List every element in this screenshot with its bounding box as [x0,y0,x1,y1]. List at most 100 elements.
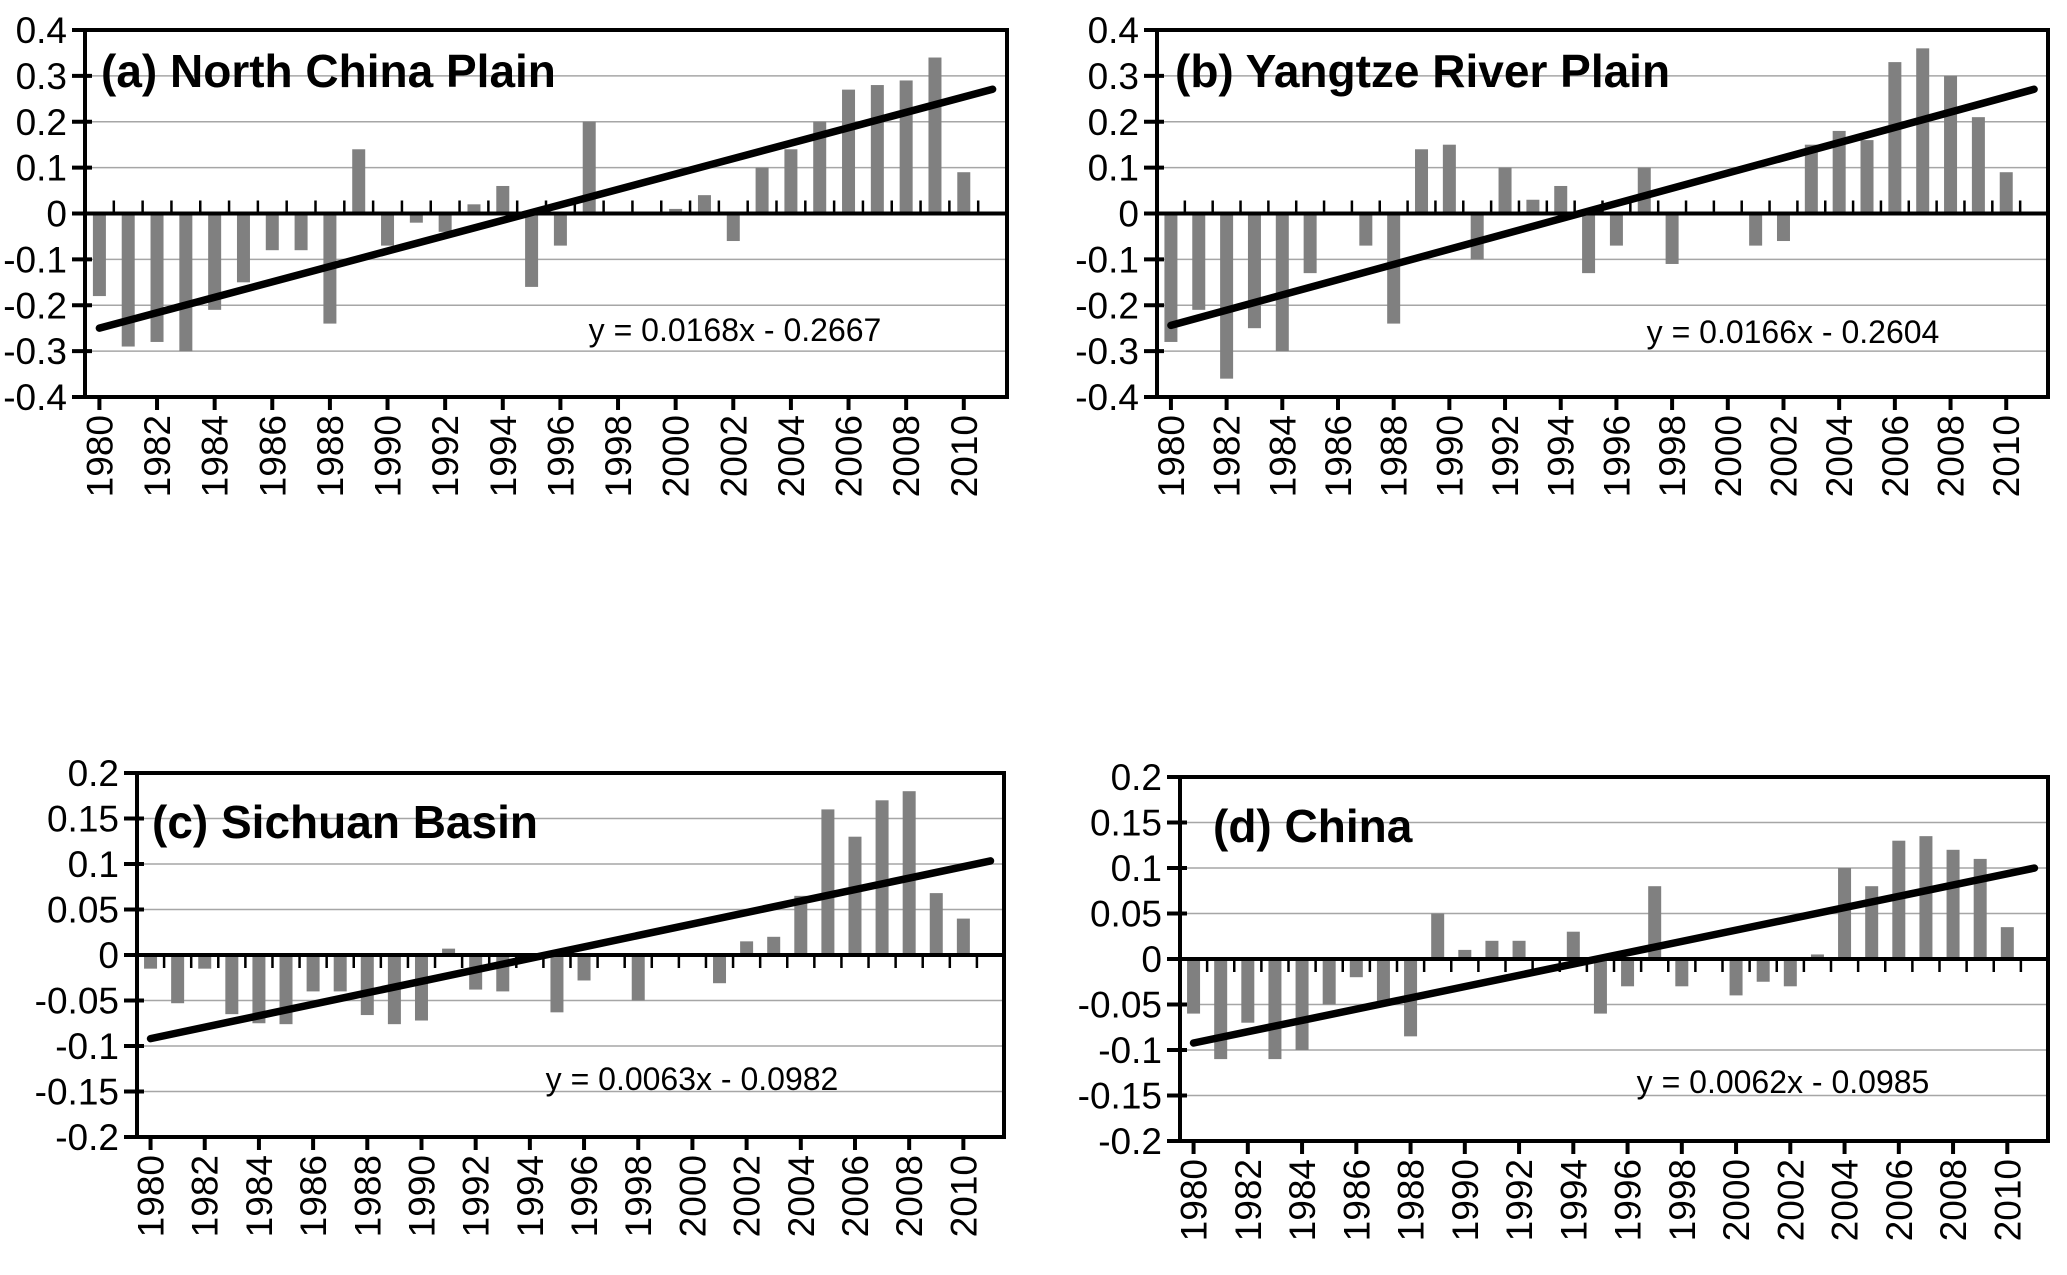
svg-text:0.2: 0.2 [16,102,67,143]
svg-text:1984: 1984 [195,415,236,497]
svg-text:1994: 1994 [483,415,524,497]
svg-text:1980: 1980 [79,415,120,497]
svg-text:1998: 1998 [618,1155,659,1237]
svg-text:2002: 2002 [713,415,754,497]
svg-text:1986: 1986 [293,1155,334,1237]
svg-text:1980: 1980 [1174,1159,1215,1241]
svg-text:0: 0 [98,935,119,976]
svg-text:1982: 1982 [185,1155,226,1237]
svg-text:0.1: 0.1 [1111,848,1162,889]
panel-yangtze-river-plain: 0.4 0.3 0.2 0.1 0 -0.1 -0.2 -0.3 -0.4 1980 1982 198… [1033,0,2067,637]
svg-text:1992: 1992 [1485,415,1526,497]
svg-text:2000: 2000 [656,415,697,497]
svg-text:2010: 2010 [943,1155,984,1237]
svg-text:-0.05: -0.05 [35,981,119,1022]
svg-text:1984: 1984 [1262,415,1303,497]
chart-c-canvas: 0.2 0.150.1 0.050 -0.05-0.1 -0.15-0.2 1980 198… [35,753,1006,1237]
svg-text:1984: 1984 [239,1155,280,1237]
panel-north-china-plain: 0.4 0.3 0.2 0.1 0 -0.1 -0.2 -0.3 -0.4 1980 1982 198… [0,0,1033,637]
svg-text:1980: 1980 [1151,415,1192,497]
svg-text:1986: 1986 [252,415,293,497]
svg-text:-0.15: -0.15 [35,1072,119,1113]
chart-a-canvas: 0.4 0.3 0.2 0.1 0-0.1 -0.2 -0.3 -0.4 1980 1982 198… [3,10,1009,497]
svg-text:2004: 2004 [1819,415,1860,497]
svg-text:0.05: 0.05 [47,890,119,931]
panel-sichuan-basin: 0.2 0.15 0.1 0.05 0 -0.05 -0.1 -0.15 -0.2 1980 198… [0,637,1033,1275]
svg-text:1998: 1998 [598,415,639,497]
svg-text:2008: 2008 [1933,1159,1974,1241]
svg-text:-0.4: -0.4 [3,377,67,418]
svg-text:2000: 2000 [1708,415,1749,497]
svg-text:2000: 2000 [672,1155,713,1237]
svg-text:0.3: 0.3 [16,56,67,97]
svg-text:-0.1: -0.1 [3,239,67,280]
svg-text:2008: 2008 [1931,415,1972,497]
svg-text:1996: 1996 [1608,1159,1649,1241]
svg-text:0: 0 [46,194,67,235]
svg-text:0.4: 0.4 [16,10,67,51]
svg-text:2008: 2008 [886,415,927,497]
svg-text:-0.1: -0.1 [1098,1030,1162,1071]
svg-text:2004: 2004 [781,1155,822,1237]
svg-text:1980: 1980 [131,1155,172,1237]
svg-text:0.1: 0.1 [68,844,119,885]
svg-text:-0.2: -0.2 [55,1117,119,1158]
svg-text:1990: 1990 [1445,1159,1486,1241]
svg-text:0.2: 0.2 [1088,102,1139,143]
svg-text:2004: 2004 [1825,1159,1866,1241]
svg-text:1988: 1988 [1391,1159,1432,1241]
svg-text:-0.1: -0.1 [1075,239,1139,280]
svg-text:2010: 2010 [1986,415,2027,497]
svg-text:2006: 2006 [835,1155,876,1237]
svg-text:2000: 2000 [1716,1159,1757,1241]
svg-text:0.3: 0.3 [1088,56,1139,97]
svg-text:1994: 1994 [1553,1159,1594,1241]
svg-text:2002: 2002 [1770,1159,1811,1241]
chart-b-trend-equation: y = 0.0166x - 0.2604 [1646,314,1940,350]
panel-china: 0.2 0.15 0.1 0.05 0 -0.05 -0.1 -0.15 -0.2 1980 198… [1033,637,2067,1275]
svg-text:2010: 2010 [944,415,985,497]
svg-text:1982: 1982 [137,415,178,497]
svg-text:0.1: 0.1 [1088,148,1139,189]
svg-text:1990: 1990 [368,415,409,497]
chart-c-title: (c) Sichuan Basin [152,796,538,848]
svg-text:2002: 2002 [727,1155,768,1237]
svg-text:1996: 1996 [564,1155,605,1237]
svg-text:1982: 1982 [1207,415,1248,497]
svg-text:1986: 1986 [1318,415,1359,497]
svg-text:1982: 1982 [1228,1159,1269,1241]
svg-text:0: 0 [1141,939,1162,980]
svg-text:1996: 1996 [1596,415,1637,497]
chart-d-title: (d) China [1213,800,1413,852]
svg-text:1992: 1992 [425,415,466,497]
svg-text:1996: 1996 [540,415,581,497]
svg-text:1988: 1988 [347,1155,388,1237]
chart-a-title: (a) North China Plain [101,45,556,97]
svg-text:0.4: 0.4 [1088,10,1139,51]
svg-text:-0.3: -0.3 [3,331,67,372]
svg-text:0.1: 0.1 [16,148,67,189]
svg-text:0.05: 0.05 [1090,894,1162,935]
svg-text:-0.15: -0.15 [1078,1076,1162,1117]
svg-text:0.15: 0.15 [47,799,119,840]
svg-text:1988: 1988 [1374,415,1415,497]
svg-text:2008: 2008 [889,1155,930,1237]
chart-d-canvas: 0.2 0.150.1 0.050 -0.05-0.1 -0.15-0.2 1980 198… [1078,757,2050,1241]
svg-text:1990: 1990 [401,1155,442,1237]
svg-text:-0.2: -0.2 [1075,285,1139,326]
svg-text:2006: 2006 [1879,1159,1920,1241]
svg-text:2004: 2004 [771,415,812,497]
svg-text:1992: 1992 [1499,1159,1540,1241]
svg-text:1988: 1988 [310,415,351,497]
svg-text:-0.4: -0.4 [1075,377,1139,418]
chart-b-canvas: 0.4 0.3 0.2 0.1 0-0.1 -0.2 -0.3 -0.4 1980 1982 198… [1075,10,2050,497]
svg-text:-0.3: -0.3 [1075,331,1139,372]
svg-text:1998: 1998 [1662,1159,1703,1241]
svg-text:1994: 1994 [1541,415,1582,497]
chart-b-title: (b) Yangtze River Plain [1175,45,1671,97]
svg-text:-0.2: -0.2 [1098,1121,1162,1162]
chart-d-trend-equation: y = 0.0062x - 0.0985 [1636,1064,1930,1100]
chart-c-trend-equation: y = 0.0063x - 0.0982 [545,1061,839,1097]
svg-text:-0.1: -0.1 [55,1026,119,1067]
